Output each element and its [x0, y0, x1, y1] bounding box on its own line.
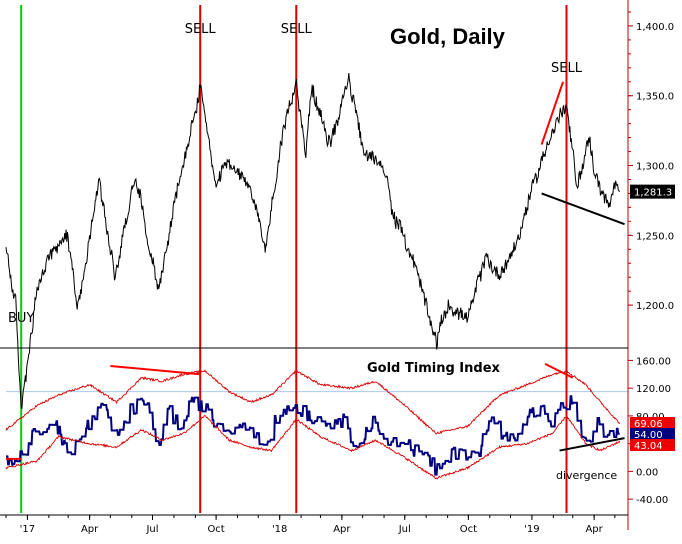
x-tick-label: Jul [398, 524, 411, 535]
axes-layer: 1,200.0 1,250.0 1,300.0 1,350.0 1,400.0 -40.0… [0, 0, 675, 535]
x-tick-label: Oct [460, 524, 477, 535]
indicator-trendline [110, 364, 201, 376]
sell-label: SELL [281, 22, 313, 37]
last-price-label: 1,281.3 [634, 188, 672, 199]
x-tick-label: Apr [81, 524, 99, 535]
sell-label: SELL [551, 61, 583, 76]
price-y-tick-label: 1,200.0 [636, 301, 674, 312]
price-y-tick-label: 1,350.0 [636, 92, 674, 103]
indicator-trendline [559, 437, 625, 452]
price-line [5, 73, 621, 410]
indicator-panel [5, 369, 621, 480]
x-tick-label: '19 [524, 524, 539, 535]
x-tick-label: '18 [272, 524, 287, 535]
x-tick-label: Apr [333, 524, 351, 535]
indicator-y-tick-label: -40.00 [636, 495, 668, 506]
indicator-y-tick-label: 0.00 [636, 467, 658, 478]
price-y-tick-label: 1,400.0 [636, 22, 674, 33]
price-y-tick-label: 1,250.0 [636, 231, 674, 242]
indicator-title: Gold Timing Index [367, 361, 501, 376]
indicator-y-tick-label: 120.00 [636, 384, 671, 395]
indicator-trendline [544, 362, 574, 379]
x-tick-label: '17 [20, 524, 35, 535]
price-trendline [540, 81, 564, 145]
price-panel [5, 73, 621, 410]
index-line [6, 395, 620, 476]
indicator-value-box [630, 428, 675, 440]
indicator-value-label: 69.06 [634, 419, 663, 430]
indicator-value-box [630, 417, 675, 429]
x-tick-label: Oct [207, 524, 224, 535]
price-chart-title: Gold, Daily [390, 24, 506, 49]
x-tick-label: Apr [585, 524, 603, 535]
upper-band-line [5, 369, 621, 435]
signal-lines: BUY SELL SELL SELL [8, 5, 583, 513]
indicator-y-tick-label: 160.00 [636, 356, 671, 367]
indicator-value-box [630, 439, 675, 451]
trendlines [6, 81, 625, 460]
indicator-value-label: 54.00 [634, 430, 663, 441]
last-price-box [630, 184, 675, 199]
x-tick-label: Jul [145, 524, 158, 535]
buy-label: BUY [8, 311, 34, 326]
sell-label: SELL [185, 22, 217, 37]
divergence-annotation: divergence [556, 469, 617, 482]
indicator-value-label: 43.04 [634, 441, 663, 452]
lower-band-line [5, 415, 621, 480]
price-trendline [541, 192, 625, 226]
price-y-tick-label: 1,300.0 [636, 162, 674, 173]
